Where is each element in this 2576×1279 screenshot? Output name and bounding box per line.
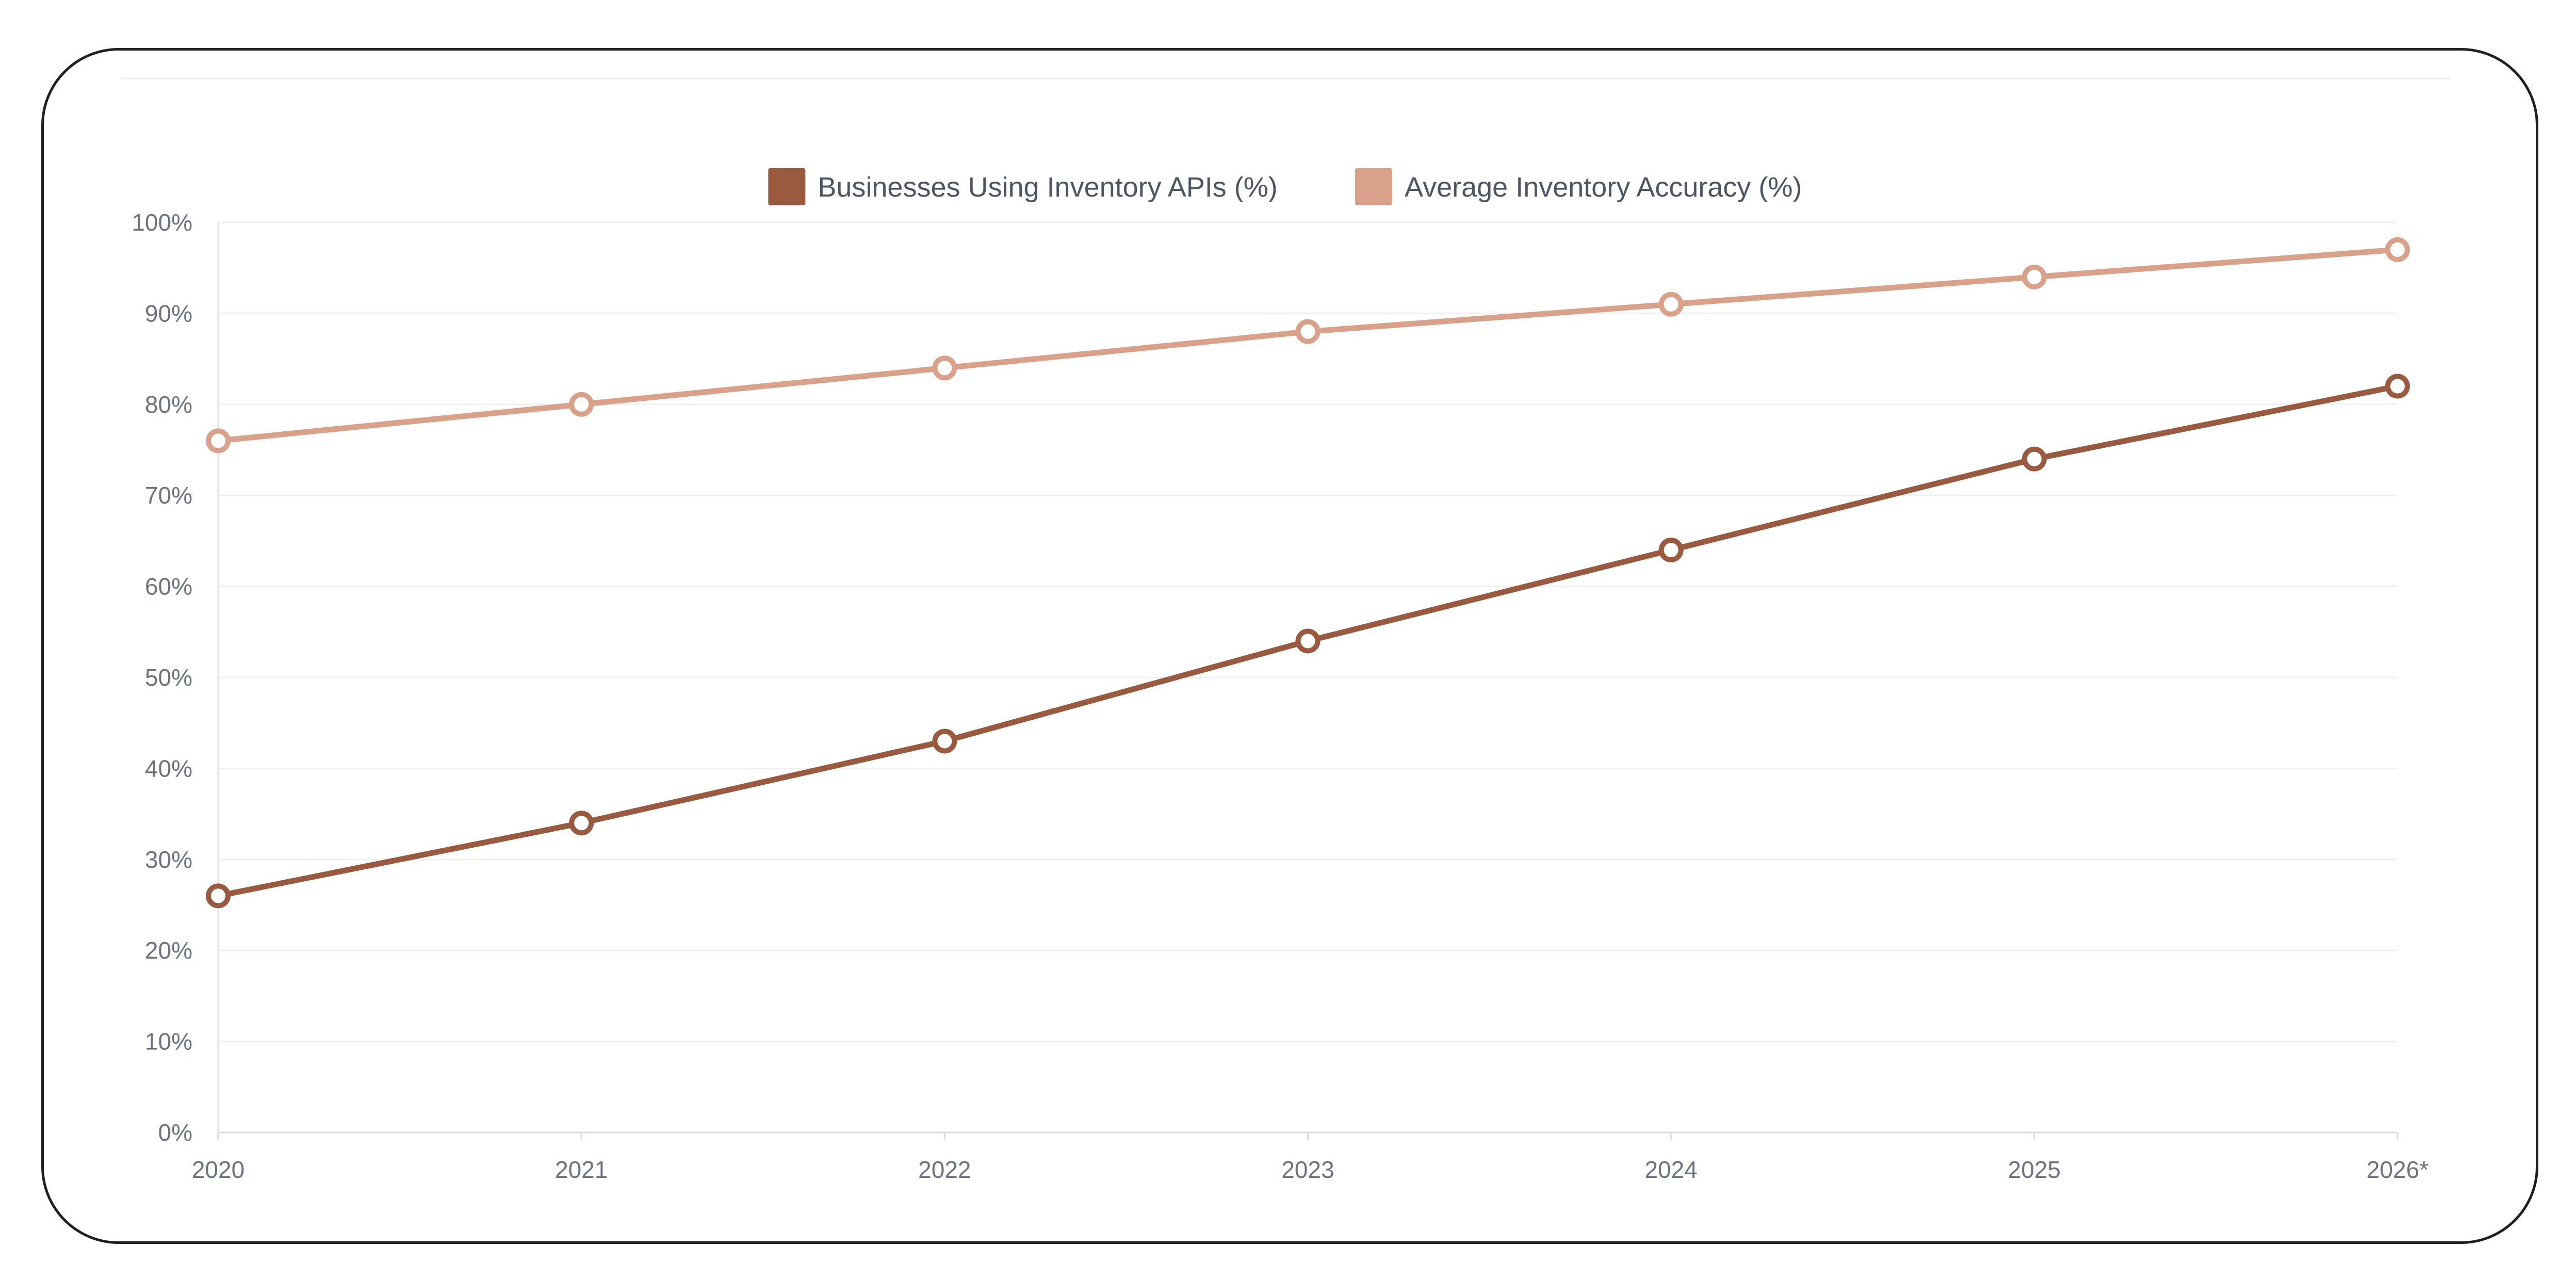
y-tick-label: 90% — [145, 300, 192, 327]
x-tick-label: 2026* — [2367, 1156, 2428, 1183]
y-tick-label: 60% — [145, 573, 192, 600]
x-tick-label: 2020 — [192, 1156, 244, 1183]
data-point[interactable] — [932, 355, 957, 381]
data-point[interactable] — [2021, 446, 2047, 472]
x-tick-label: 2023 — [1281, 1156, 1334, 1183]
data-point[interactable] — [569, 392, 594, 417]
x-axis-tick-labels: 2020 2021 2022 2023 2024 2025 2026* — [192, 1156, 2428, 1183]
series-line — [215, 247, 2401, 444]
legend-label: Businesses Using Inventory APIs (%) — [818, 172, 1277, 203]
data-point[interactable] — [206, 428, 231, 454]
data-point[interactable] — [1658, 538, 1684, 563]
y-tick-label: 30% — [145, 846, 192, 873]
series-lines — [206, 237, 2410, 909]
legend-item[interactable]: Businesses Using Inventory APIs (%) — [768, 168, 1278, 205]
x-tick-label: 2025 — [2008, 1156, 2061, 1183]
x-tick-label: 2024 — [1644, 1156, 1697, 1183]
data-point[interactable] — [206, 883, 231, 909]
axes — [217, 222, 2399, 1140]
data-point[interactable] — [1295, 628, 1320, 654]
x-tick-label: 2021 — [555, 1156, 608, 1183]
y-tick-label: 40% — [145, 755, 192, 782]
y-tick-label: 80% — [145, 391, 192, 418]
data-point[interactable] — [2021, 264, 2047, 289]
legend-item[interactable]: Average Inventory Accuracy (%) — [1355, 168, 1802, 205]
data-point[interactable] — [932, 728, 957, 754]
data-point[interactable] — [569, 811, 594, 836]
data-point[interactable] — [1658, 292, 1684, 317]
y-tick-label: 20% — [145, 937, 192, 964]
legend-swatch — [768, 168, 806, 205]
legend-label: Average Inventory Accuracy (%) — [1405, 172, 1802, 203]
y-tick-label: 70% — [145, 482, 192, 509]
data-point[interactable] — [2385, 374, 2410, 399]
y-tick-label: 10% — [145, 1028, 192, 1055]
y-tick-label: 50% — [145, 664, 192, 691]
y-axis-tick-labels: 0% 10% 20% 30% 40% 50% 60% 70% 80% 90% 100% — [132, 209, 192, 1146]
legend-swatch — [1355, 168, 1393, 205]
y-tick-label: 100% — [132, 209, 192, 236]
data-point[interactable] — [2385, 237, 2410, 262]
y-tick-label: 0% — [158, 1119, 192, 1146]
x-tick-label: 2022 — [918, 1156, 971, 1183]
legend[interactable]: Businesses Using Inventory APIs (%) Avera… — [768, 168, 1802, 205]
data-point[interactable] — [1295, 319, 1320, 344]
